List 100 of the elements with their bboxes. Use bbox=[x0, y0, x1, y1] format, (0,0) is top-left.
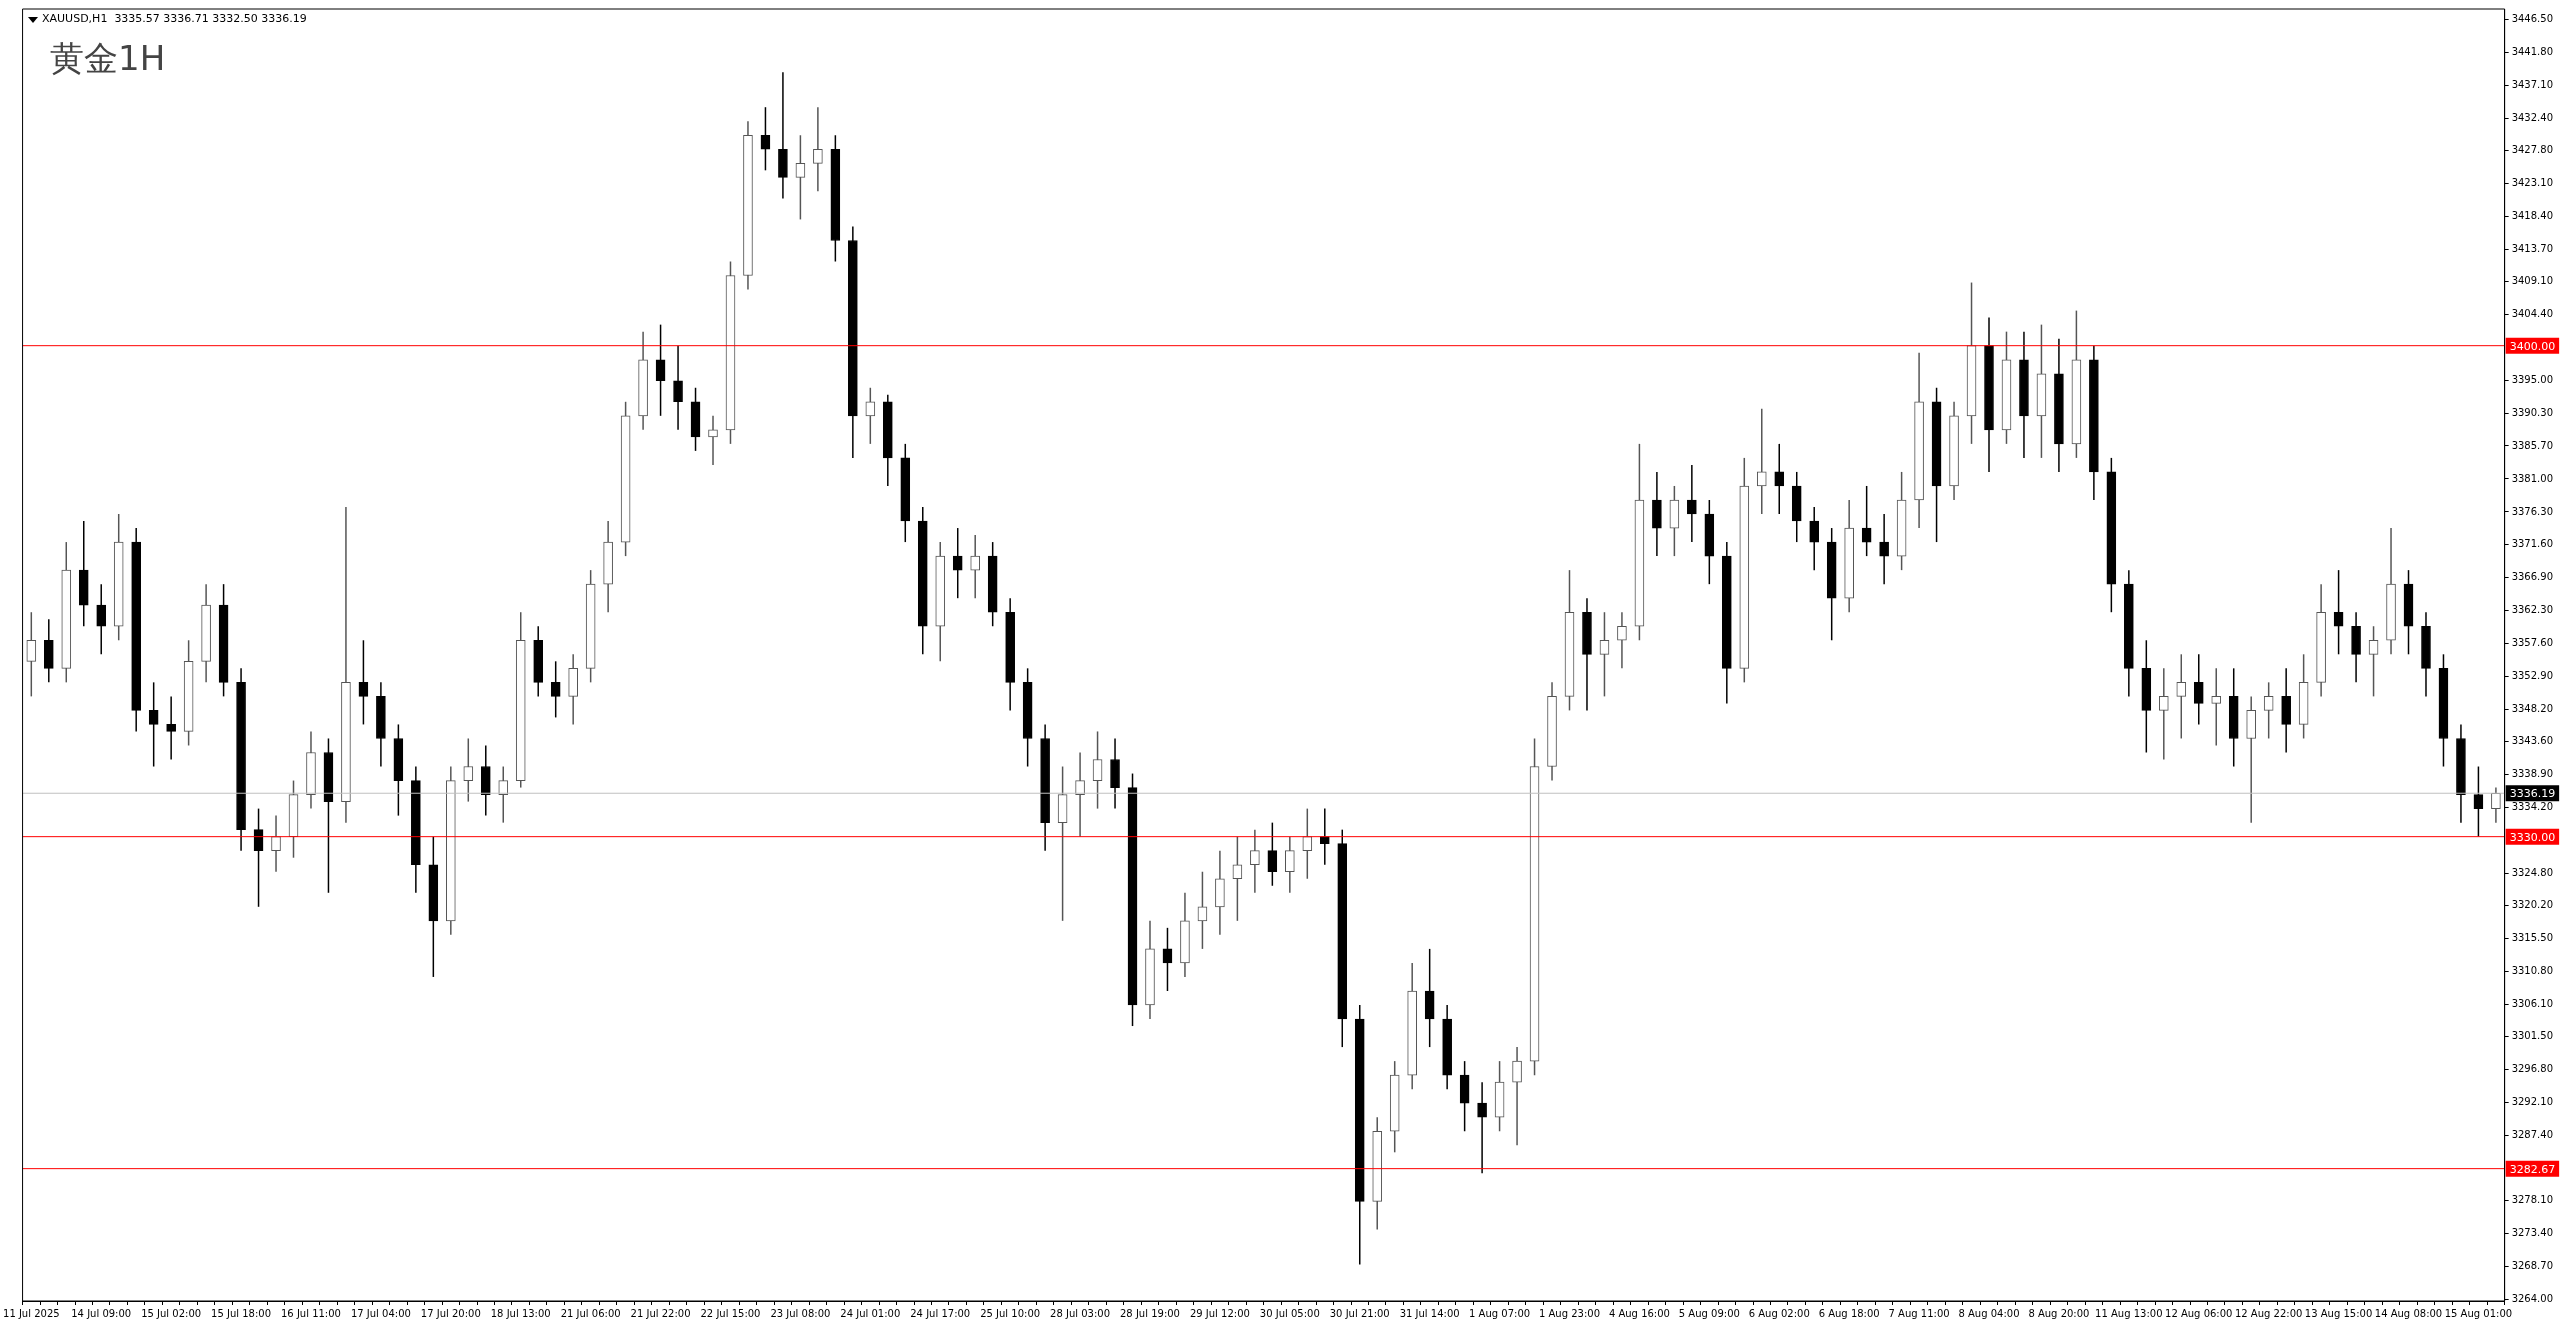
x-tick-label: 11 Jul 2025 bbox=[3, 1307, 60, 1319]
candlestick bbox=[358, 639, 369, 726]
y-tick-label: 3315.50 bbox=[2511, 931, 2554, 943]
text: 黄金1H bbox=[50, 37, 166, 80]
x-tick-label: 24 Jul 17:00 bbox=[910, 1307, 971, 1319]
y-tick-label: 3413.70 bbox=[2511, 243, 2554, 255]
x-tick-label: 28 Jul 03:00 bbox=[1050, 1307, 1111, 1319]
x-tick-label: 16 Jul 11:00 bbox=[281, 1307, 341, 1319]
y-tick-label: 3310.80 bbox=[2511, 964, 2554, 976]
x-tick-label: 6 Aug 18:00 bbox=[1818, 1307, 1880, 1319]
y-tick-label: 3268.70 bbox=[2511, 1260, 2554, 1272]
candlestick bbox=[463, 737, 474, 803]
candlestick bbox=[673, 344, 683, 431]
candlestick bbox=[952, 527, 963, 599]
y-tick-label: 3366.90 bbox=[2511, 571, 2554, 583]
x-tick-label: 14 Aug 08:00 bbox=[2374, 1307, 2443, 1319]
y-tick-label: 3343.60 bbox=[2511, 734, 2554, 746]
y-tick-label: 3446.50 bbox=[2511, 13, 2554, 25]
y-tick-label: 3301.50 bbox=[2511, 1030, 2554, 1042]
candlestick bbox=[813, 106, 823, 193]
candlestick bbox=[1617, 611, 1627, 670]
candlestick bbox=[1250, 828, 1260, 894]
y-tick-label: 3357.60 bbox=[2511, 636, 2554, 648]
y-tick-label: 3362.30 bbox=[2511, 603, 2554, 615]
candlestick bbox=[1232, 835, 1243, 922]
candlestick bbox=[1774, 443, 1785, 515]
y-tick-label: 3334.20 bbox=[2511, 800, 2554, 812]
x-tick-label: 8 Aug 04:00 bbox=[1958, 1307, 2020, 1319]
y-tick-label: 3432.40 bbox=[2511, 112, 2554, 124]
x-tick-label: 21 Jul 06:00 bbox=[560, 1307, 621, 1319]
x-tick-label: 5 Aug 09:00 bbox=[1678, 1307, 1740, 1319]
candlestick bbox=[2211, 667, 2222, 747]
x-tick-label: 1 Aug 07:00 bbox=[1469, 1307, 1531, 1319]
candlestick bbox=[1075, 751, 1085, 838]
x-tick-label: 29 Jul 12:00 bbox=[1189, 1307, 1250, 1319]
x-tick-label: 30 Jul 05:00 bbox=[1259, 1307, 1320, 1319]
y-tick-label: 3423.10 bbox=[2511, 177, 2554, 189]
x-tick-label: 1 Aug 23:00 bbox=[1538, 1307, 1601, 1319]
chart-subtitle: XAUUSD,H1 3335.57 3336.71 3332.50 3336.19 bbox=[42, 12, 307, 25]
x-tick-label: 25 Jul 10:00 bbox=[980, 1307, 1041, 1319]
candlestick bbox=[148, 681, 159, 768]
candlestick bbox=[2176, 653, 2187, 740]
candlestick bbox=[1756, 408, 1767, 515]
candlestick bbox=[1687, 464, 1697, 543]
ref-line-label: 3400.00 bbox=[2509, 339, 2556, 353]
candlestick bbox=[865, 387, 876, 445]
candlestick bbox=[166, 695, 176, 761]
candlestick bbox=[1512, 1046, 1522, 1147]
x-tick-label: 30 Jul 21:00 bbox=[1329, 1307, 1390, 1319]
y-tick-label: 3381.00 bbox=[2511, 472, 2554, 484]
y-tick-label: 3292.10 bbox=[2511, 1096, 2554, 1108]
candlestick bbox=[1302, 807, 1313, 880]
candlestick bbox=[2158, 667, 2169, 761]
x-tick-label: 17 Jul 20:00 bbox=[420, 1307, 481, 1319]
candlestick bbox=[760, 106, 771, 172]
candlestick bbox=[2333, 569, 2344, 656]
x-tick-label: 15 Jul 02:00 bbox=[141, 1307, 202, 1319]
candlestick bbox=[550, 660, 561, 719]
candlestick bbox=[970, 534, 981, 599]
y-tick-label: 3409.10 bbox=[2511, 275, 2554, 287]
candlestick bbox=[2473, 765, 2484, 838]
y-tick-label: 3338.90 bbox=[2511, 767, 2554, 779]
candlestick bbox=[498, 765, 509, 824]
candlestick bbox=[1599, 611, 1610, 698]
candlestick bbox=[2368, 625, 2379, 698]
candlestick bbox=[1809, 506, 1820, 571]
y-tick-label: 3385.70 bbox=[2511, 439, 2554, 451]
y-tick-label: 3395.00 bbox=[2511, 374, 2554, 386]
x-tick-label: 18 Jul 13:00 bbox=[490, 1307, 551, 1319]
candlestick bbox=[1879, 513, 1889, 585]
x-tick-label: 15 Jul 18:00 bbox=[211, 1307, 272, 1319]
y-tick-label: 3278.10 bbox=[2511, 1194, 2554, 1206]
candlestick bbox=[655, 323, 666, 417]
y-tick-label: 3264.00 bbox=[2511, 1293, 2554, 1305]
x-tick-label: 23 Jul 08:00 bbox=[770, 1307, 831, 1319]
y-tick-label: 3320.20 bbox=[2511, 899, 2554, 910]
y-tick-label: 3352.90 bbox=[2511, 669, 2554, 681]
candlestick bbox=[1319, 807, 1330, 866]
y-tick-label: 3324.80 bbox=[2511, 866, 2554, 878]
x-tick-label: 21 Jul 22:00 bbox=[630, 1307, 691, 1319]
x-tick-label: 11 Aug 13:00 bbox=[2095, 1307, 2163, 1319]
x-tick-label: 31 Jul 14:00 bbox=[1399, 1307, 1460, 1319]
candlestick bbox=[1092, 730, 1103, 810]
x-tick-label: 12 Aug 06:00 bbox=[2165, 1307, 2233, 1319]
candlestick bbox=[1197, 870, 1208, 950]
x-tick-label: 7 Aug 11:00 bbox=[1888, 1307, 1950, 1319]
candlestick bbox=[2263, 681, 2274, 740]
candlestick bbox=[1285, 835, 1295, 894]
y-tick-label: 3390.30 bbox=[2511, 407, 2554, 419]
candlestick bbox=[2193, 653, 2204, 726]
x-tick-label: 6 Aug 02:00 bbox=[1748, 1307, 1810, 1319]
x-tick-label: 17 Jul 04:00 bbox=[350, 1307, 411, 1319]
candlestick bbox=[1267, 821, 1278, 887]
x-tick-label: 14 Jul 09:00 bbox=[71, 1307, 132, 1319]
ref-line-label: 3282.67 bbox=[2509, 1162, 2556, 1176]
y-tick-label: 3404.40 bbox=[2511, 308, 2554, 320]
y-tick-label: 3441.80 bbox=[2511, 46, 2554, 58]
y-tick-label: 3427.80 bbox=[2511, 144, 2554, 156]
candlestick bbox=[1477, 1081, 1487, 1175]
x-tick-label: 28 Jul 19:00 bbox=[1120, 1307, 1180, 1319]
